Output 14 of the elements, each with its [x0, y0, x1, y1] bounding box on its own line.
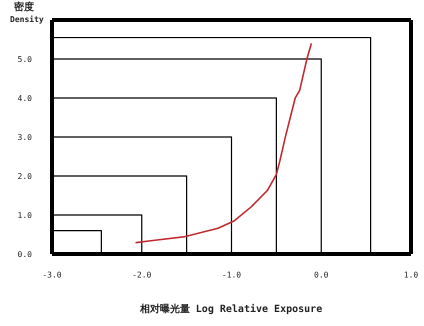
- x-tick-label: -2.0: [132, 270, 152, 280]
- y-tick-label: 2.0: [18, 172, 32, 181]
- y-tick-label: 4.0: [18, 94, 32, 103]
- y-tick-label: 0.0: [18, 250, 32, 259]
- y-tick-label: 1.0: [18, 210, 32, 220]
- line-series: [134, 42, 312, 244]
- y-tick-label: 3.0: [18, 132, 32, 142]
- y-tick-label: 5.0: [18, 54, 32, 64]
- x-tick-label: -1.0: [222, 270, 242, 280]
- x-tick-label: 0.0: [314, 270, 329, 280]
- y-axis-title: 密度 Density: [10, 2, 44, 26]
- x-tick-label: 1.0: [404, 270, 418, 280]
- x-tick-label: -3.0: [42, 270, 62, 280]
- x-axis-title: 相对曝光量 Log Relative Exposure: [138, 302, 324, 316]
